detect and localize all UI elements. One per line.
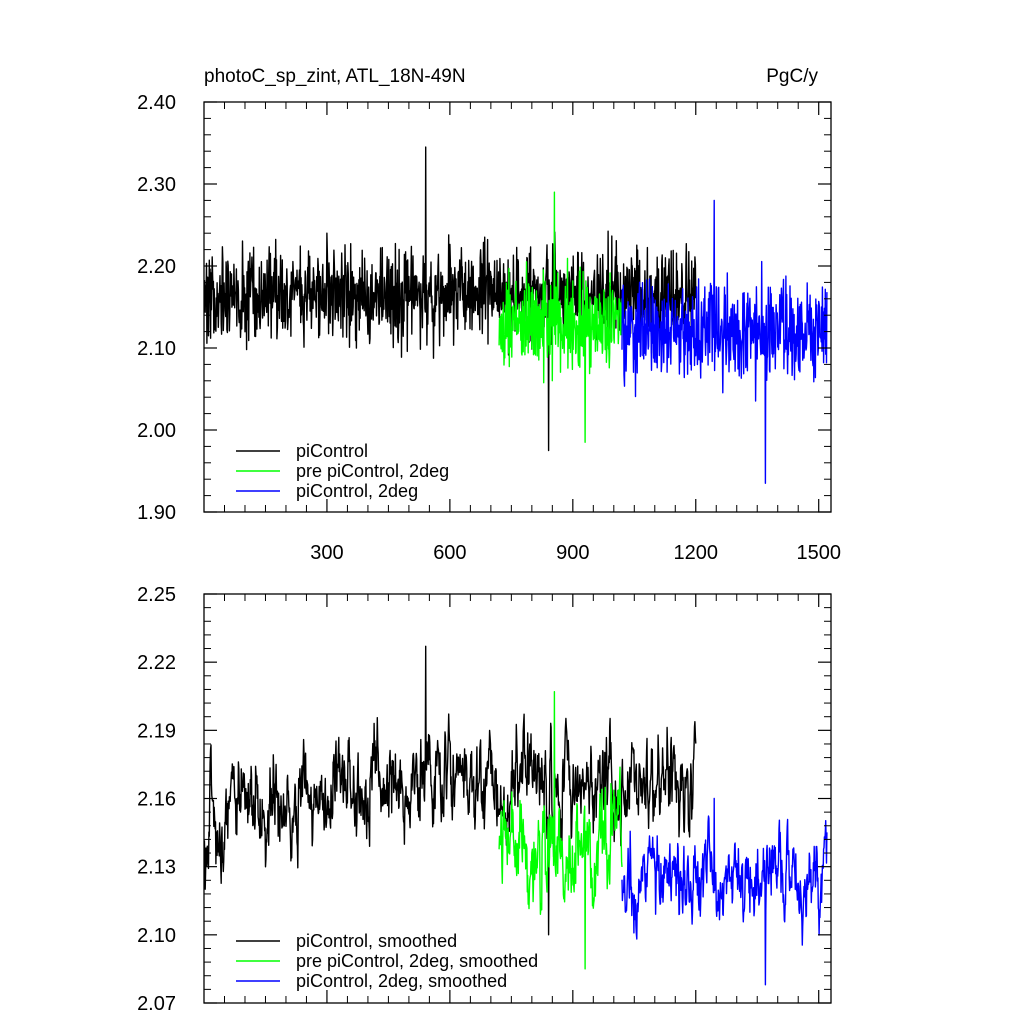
- plot-frame: [203, 101, 832, 513]
- legend-label-picontrol-2deg-smoothed: piControl, 2deg, smoothed: [296, 971, 507, 991]
- top-axes: 1.90 2.00 2.10 2.20 2.30 2.40 300 600 900 1200 150…: [137, 92, 841, 564]
- legend-label-pre-picontrol-2deg: pre piControl, 2deg: [296, 461, 449, 481]
- series-line-picontrol-2deg: [621, 199, 828, 484]
- x-tick-label: 300: [310, 542, 343, 564]
- y-tick-label: 2.00: [137, 420, 176, 442]
- top-chart-title: photoC_sp_zint, ATL_18N-49N: [204, 66, 466, 87]
- y-tick-label: 2.07: [137, 993, 176, 1015]
- x-tick-label: 1200: [674, 542, 719, 564]
- y-tick-label: 2.16: [137, 789, 176, 811]
- y-tick-label: 1.90: [137, 502, 176, 524]
- y-tick-label: 2.20: [137, 256, 176, 278]
- y-tick-label: 2.25: [137, 584, 176, 606]
- top-legend: piControl pre piControl, 2deg piControl,…: [236, 441, 449, 501]
- legend-label-pre-picontrol-2deg-smoothed: pre piControl, 2deg, smoothed: [296, 951, 538, 971]
- bottom-legend: piControl, smoothed pre piControl, 2deg,…: [236, 931, 538, 991]
- top-chart-units: PgC/y: [766, 66, 818, 87]
- y-tick-label: 2.40: [137, 92, 176, 114]
- y-tick-label: 2.22: [137, 652, 176, 674]
- y-tick-label: 2.13: [137, 857, 176, 879]
- bottom-series-group: [203, 645, 828, 986]
- x-tick-label: 900: [556, 542, 589, 564]
- legend-label-picontrol-2deg: piControl, 2deg: [296, 481, 418, 501]
- legend-label-picontrol: piControl: [296, 441, 368, 461]
- y-tick-label: 2.19: [137, 720, 176, 742]
- legend-label-picontrol-smoothed: piControl, smoothed: [296, 931, 457, 951]
- series-line-picontrol-smoothed: [203, 645, 697, 936]
- series-line-pre-picontrol-2deg-smoothed: [498, 691, 623, 970]
- y-tick-label: 2.30: [137, 174, 176, 196]
- top-panel: photoC_sp_zint, ATL_18N-49N PgC/y 1.90 2.…: [137, 66, 841, 564]
- x-tick-label: 600: [433, 542, 466, 564]
- x-tick-label: 1500: [796, 542, 841, 564]
- top-series-group: [203, 146, 828, 484]
- series-line-pre-picontrol-2deg: [498, 191, 623, 443]
- series-line-picontrol-2deg-smoothed: [621, 797, 828, 986]
- bottom-axes: 2.07 2.10 2.13 2.16 2.19 2.22 2.25: [137, 584, 832, 1015]
- bottom-panel: 2.07 2.10 2.13 2.16 2.19 2.22 2.25 piControl, …: [137, 584, 832, 1015]
- y-tick-label: 2.10: [137, 338, 176, 360]
- y-tick-label: 2.10: [137, 925, 176, 947]
- series-line-picontrol: [203, 146, 697, 452]
